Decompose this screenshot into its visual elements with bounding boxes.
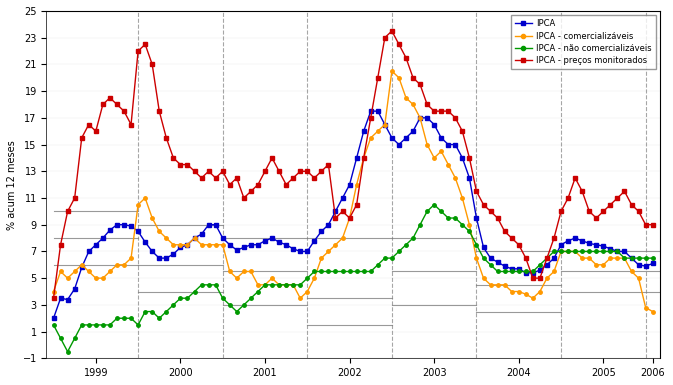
Y-axis label: % acum 12 meses: % acum 12 meses — [7, 140, 17, 229]
Legend: IPCA, IPCA - comercializáveis, IPCA - não comercializáveis, IPCA - preços monito: IPCA, IPCA - comercializáveis, IPCA - nã… — [511, 15, 656, 69]
